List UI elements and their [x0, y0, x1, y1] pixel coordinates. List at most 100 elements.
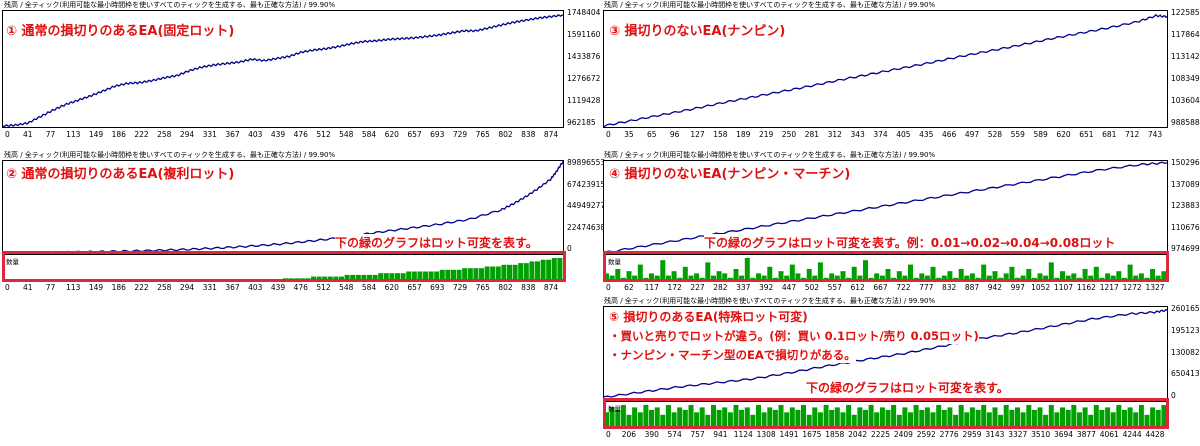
x-tick-label: 0 — [606, 130, 611, 139]
volume-bar — [756, 405, 761, 427]
x-tick-label: 447 — [781, 283, 797, 292]
x-tick-label: 367 — [225, 130, 240, 139]
volume-bar — [840, 271, 846, 280]
x-tick-label: 620 — [384, 130, 399, 139]
volume-bar — [744, 407, 750, 427]
x-tick-label: 777 — [919, 283, 934, 292]
y-tick-label: 1591160 — [567, 30, 601, 39]
series-line — [2, 14, 564, 128]
volume-label: 数量 — [6, 258, 19, 266]
x-tick-label: 0 — [606, 283, 611, 292]
volume-bar — [688, 405, 694, 427]
x-tick-label: 3510 — [1031, 430, 1051, 439]
x-tick-label: 1217 — [1099, 283, 1119, 292]
x-tick-label: 802 — [498, 130, 513, 139]
x-tick-label: 186 — [111, 130, 126, 139]
volume-bar — [727, 412, 733, 427]
volume-bar — [546, 259, 552, 280]
volume-highlight-box — [603, 398, 1169, 429]
volume-bar — [998, 414, 1004, 427]
volume-bar — [620, 277, 626, 280]
volume-bar — [311, 276, 316, 280]
volume-label: 数量 — [608, 405, 621, 413]
volume-bar — [677, 277, 683, 280]
x-tick-label: 222 — [134, 283, 149, 292]
chart-title: ④ 損切りのないEA(ナンピン・マーチン) — [609, 163, 851, 182]
volume-bar — [879, 407, 885, 427]
volume-bar — [806, 414, 812, 427]
volume-bar — [1031, 409, 1037, 427]
volume-bar — [789, 407, 795, 427]
volume-bar — [1020, 412, 1026, 427]
x-tick-label: 439 — [270, 283, 286, 292]
volume-bar — [699, 407, 705, 427]
volume-bar — [908, 412, 913, 427]
volume-bar — [434, 271, 440, 280]
volume-bar — [677, 407, 683, 427]
volume-bar — [540, 259, 546, 280]
y-tick-label: 0 — [1171, 391, 1176, 400]
x-tick-label: 620 — [1056, 130, 1071, 139]
volume-bar — [467, 268, 473, 280]
y-tick-label: 1433876 — [567, 52, 601, 61]
volume-bar — [846, 277, 852, 280]
volume-bar — [620, 405, 626, 427]
volume-bar — [1071, 405, 1077, 427]
x-tick-label: 227 — [690, 283, 705, 292]
volume-bar — [1161, 271, 1167, 280]
x-tick-label: 729 — [452, 130, 468, 139]
x-tick-label: 403 — [248, 283, 263, 292]
volume-bar — [604, 412, 609, 427]
y-tick-label: 1119428 — [567, 96, 601, 105]
volume-bar — [823, 405, 829, 427]
volume-bar — [930, 266, 936, 280]
volume-bar — [484, 266, 490, 280]
volume-bar — [1127, 264, 1133, 280]
x-tick-label: 4244 — [1122, 430, 1142, 439]
volume-bar — [1009, 266, 1015, 280]
chart-header: 残高 / 全ティック(利用可能な最小時間枠を使いすべてのティックを生成する、最も… — [4, 151, 336, 159]
volume-bar — [1155, 275, 1161, 280]
volume-bar — [947, 407, 953, 427]
x-tick-label: 1272 — [1122, 283, 1142, 292]
x-tick-label: 722 — [896, 283, 911, 292]
y-tick-label: 67423915 — [567, 179, 606, 189]
volume-bar — [512, 264, 518, 280]
volume-bar — [535, 261, 540, 280]
x-tick-label: 2959 — [962, 430, 982, 439]
volume-bar — [834, 407, 840, 427]
x-tick-label: 96 — [669, 130, 680, 139]
volume-bar — [868, 405, 874, 427]
y-tick-label: 1238832 — [1171, 201, 1200, 210]
x-tick-label: 743 — [1147, 130, 1163, 139]
volume-bar — [992, 271, 998, 280]
y-tick-label: 650413 — [1171, 369, 1200, 379]
volume-bar — [1015, 277, 1020, 280]
volume-bar — [1133, 275, 1139, 280]
y-tick-label: 1951239 — [1171, 325, 1200, 335]
volume-bar — [1133, 412, 1139, 427]
volume-bar — [1099, 409, 1105, 427]
x-tick-label: 281 — [804, 130, 820, 139]
x-tick-label: 3694 — [1053, 430, 1074, 439]
volume-bar — [1093, 266, 1099, 280]
volume-bar — [615, 269, 621, 280]
volume-bar — [840, 412, 846, 427]
volume-bar — [727, 277, 733, 280]
volume-bar — [834, 275, 840, 280]
x-tick-label: 1491 — [779, 430, 799, 439]
volume-bar — [896, 414, 902, 427]
volume-bar — [964, 275, 970, 280]
x-tick-label: 4061 — [1099, 430, 1119, 439]
x-tick-label: 476 — [293, 130, 308, 139]
x-tick-label: 620 — [384, 283, 399, 292]
volume-bar — [817, 412, 823, 427]
volume-bar — [750, 277, 756, 280]
x-tick-label: 374 — [873, 130, 888, 139]
volume-bar — [1138, 405, 1144, 427]
volume-bar — [953, 277, 959, 280]
x-tick-label: 331 — [202, 130, 217, 139]
chart-header: 残高 / 全ティック(利用可能な最小時間枠を使いすべてのティックを生成する、最も… — [604, 1, 936, 9]
x-tick-label: 0 — [5, 130, 10, 139]
